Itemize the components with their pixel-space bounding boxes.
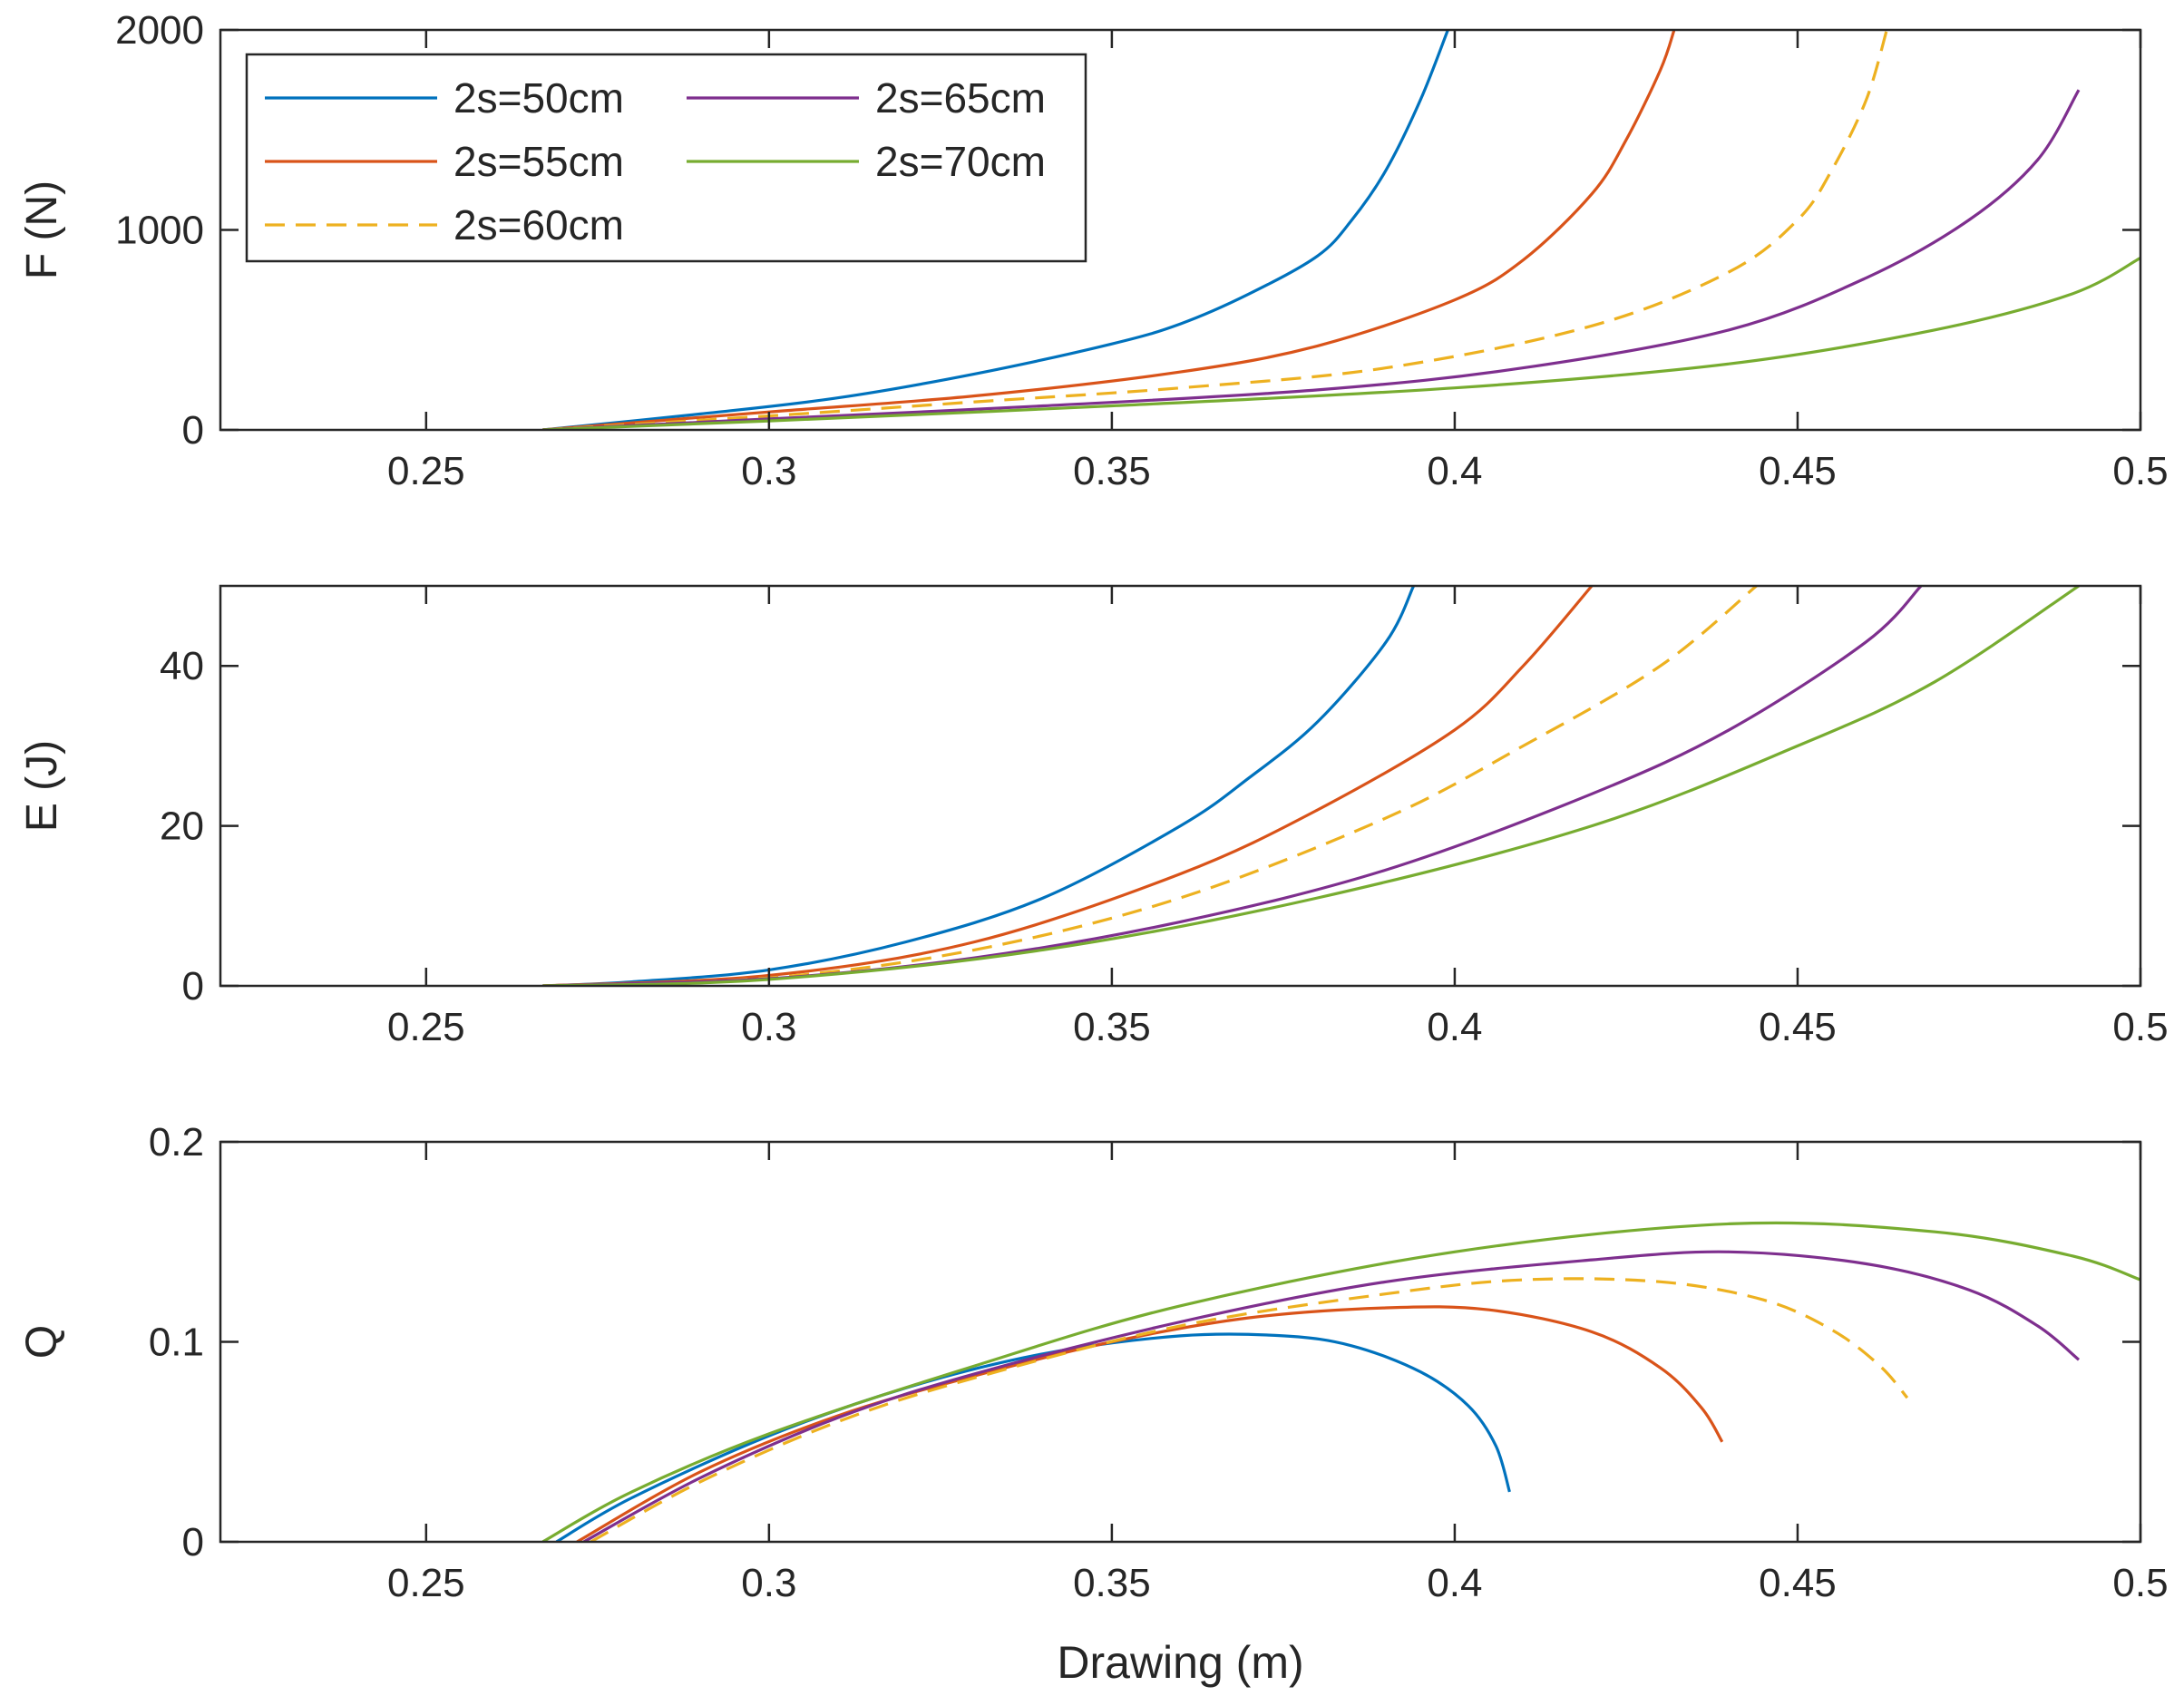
y-tick-label: 0: [182, 964, 204, 1009]
series-line-2s=65cm: [582, 1250, 2081, 1542]
y-tick-label: 40: [160, 644, 204, 688]
x-tick-label: 0.45: [1759, 1005, 1837, 1049]
x-axis-label: Drawing (m): [1057, 1637, 1303, 1688]
series-line-2s=60cm: [542, 586, 1758, 986]
y-tick-label: 0: [182, 1520, 204, 1564]
y-tick-label: 0.2: [149, 1120, 204, 1165]
legend-label: 2s=55cm: [453, 138, 624, 185]
x-tick-label: 0.35: [1073, 1005, 1151, 1049]
x-tick-label: 0.4: [1427, 1561, 1482, 1605]
legend-box: [245, 53, 1087, 263]
y-tick-label: 0.1: [149, 1321, 204, 1365]
series-line-2s=70cm: [542, 256, 2140, 430]
series-line-2s=55cm: [542, 30, 1676, 430]
x-tick-label: 0.5: [2112, 1005, 2168, 1049]
x-tick-label: 0.45: [1759, 449, 1837, 493]
x-tick-label: 0.3: [741, 449, 796, 493]
series-group: [541, 1221, 2140, 1542]
x-tick-label: 0.25: [387, 1005, 465, 1049]
legend: 2s=50cm 2s=55cm 2s=60cm 2s=65cm 2s=70cm: [245, 53, 1087, 263]
series-line-2s=60cm: [590, 1277, 1909, 1542]
series-line-2s=70cm: [542, 586, 2080, 986]
x-tick-label: 0.25: [387, 1561, 465, 1605]
legend-label: 2s=60cm: [453, 201, 624, 249]
x-tick-label: 0.45: [1759, 1561, 1837, 1605]
y-tick-label: 2000: [115, 8, 204, 53]
series-line-2s=70cm: [541, 1221, 2140, 1542]
panel-Q: 0.25 0.3 0.35 0.4 0.45 0.5 0 0.1 0.2 Q: [18, 1120, 2169, 1605]
x-tick-label: 0.5: [2112, 449, 2168, 493]
series-line-2s=50cm: [542, 30, 1449, 430]
series-group: [542, 586, 2080, 986]
series-line-2s=55cm: [576, 1305, 1724, 1542]
series-line-2s=50cm: [555, 1332, 1511, 1542]
axes-box: [219, 584, 2142, 988]
series-line-2s=55cm: [542, 586, 1594, 986]
x-tick-label: 0.35: [1073, 1561, 1151, 1605]
legend-label: 2s=70cm: [875, 138, 1046, 185]
y-axis-label: Q: [18, 1325, 66, 1359]
x-tick-label: 0.5: [2112, 1561, 2168, 1605]
axes-box: [219, 1140, 2142, 1544]
x-tick-label: 0.4: [1427, 1005, 1482, 1049]
y-tick-label: 1000: [115, 209, 204, 253]
panel-E: 0.25 0.3 0.35 0.4 0.45 0.5 0 20 40 E (J): [18, 584, 2169, 1049]
panel-F: 0.25 0.3 0.35 0.4 0.45 0.5 0 1000 2000 F (N): [18, 8, 2169, 493]
x-tick-label: 0.3: [741, 1005, 796, 1049]
series-line-2s=60cm: [542, 30, 1888, 430]
y-axis-label: F (N): [18, 180, 66, 279]
series-line-2s=65cm: [542, 586, 1923, 986]
y-tick-label: 0: [182, 408, 204, 453]
series-group: [542, 30, 2140, 430]
series-line-2s=65cm: [542, 89, 2081, 430]
series-line-2s=50cm: [542, 586, 1416, 986]
x-tick-label: 0.4: [1427, 449, 1482, 493]
y-tick-label: 20: [160, 804, 204, 849]
x-tick-label: 0.3: [741, 1561, 796, 1605]
x-tick-label: 0.25: [387, 449, 465, 493]
legend-label: 2s=50cm: [453, 74, 624, 122]
y-axis-label: E (J): [18, 740, 66, 832]
legend-label: 2s=65cm: [875, 74, 1046, 122]
x-tick-label: 0.35: [1073, 449, 1151, 493]
